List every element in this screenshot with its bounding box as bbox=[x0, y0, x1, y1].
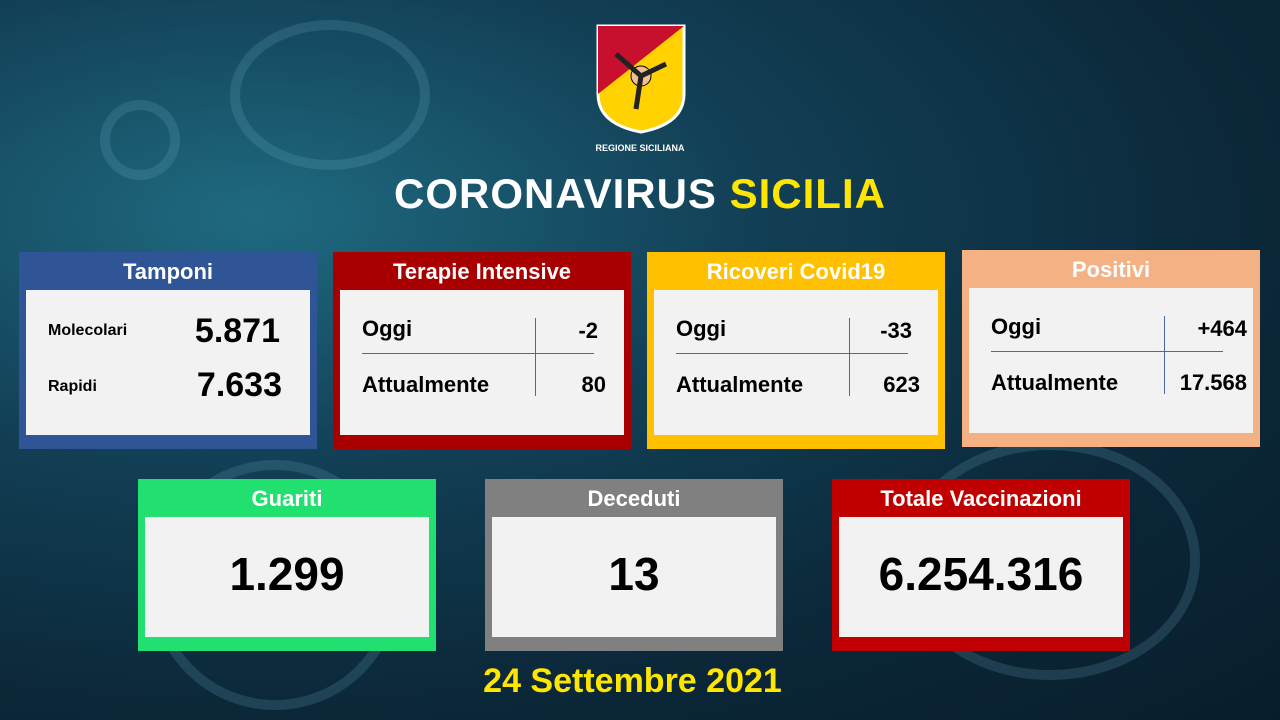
attualmente-label: Attualmente bbox=[991, 370, 1119, 395]
vaccinazioni-card: Totale Vaccinazioni 6.254.316 bbox=[832, 479, 1130, 651]
divider bbox=[676, 353, 908, 354]
attualmente-value: 80 bbox=[581, 372, 606, 397]
oggi-value: -33 bbox=[880, 318, 912, 343]
molecolari-label: Molecolari bbox=[48, 322, 128, 339]
terapie-card: Terapie Intensive Oggi -2 Attualmente 80 bbox=[333, 252, 631, 449]
logo-text: REGIONE SICILIANA bbox=[595, 143, 685, 153]
vaccinazioni-value: 6.254.316 bbox=[878, 548, 1084, 600]
page-title: CORONAVIRUS SICILIA bbox=[0, 170, 1280, 218]
guariti-value: 1.299 bbox=[229, 548, 345, 600]
oggi-value: +464 bbox=[1197, 316, 1247, 341]
card-title: Positivi bbox=[1071, 257, 1151, 282]
guariti-card: Guariti 1.299 bbox=[138, 479, 436, 651]
virus-decoration bbox=[230, 20, 430, 170]
oggi-label: Oggi bbox=[991, 314, 1042, 339]
card-title: Terapie Intensive bbox=[392, 259, 572, 284]
title-accent: SICILIA bbox=[729, 170, 886, 217]
divider bbox=[849, 318, 850, 396]
divider bbox=[362, 353, 594, 354]
card-title: Deceduti bbox=[587, 486, 681, 511]
tamponi-card: Tamponi Molecolari 5.871 Rapidi 7.633 bbox=[19, 252, 317, 449]
ricoveri-card: Ricoveri Covid19 Oggi -33 Attualmente 623 bbox=[647, 252, 945, 449]
attualmente-label: Attualmente bbox=[362, 372, 490, 397]
card-title: Totale Vaccinazioni bbox=[880, 486, 1082, 511]
positivi-card: Positivi Oggi +464 Attualmente 17.568 bbox=[962, 250, 1260, 447]
deceduti-card: Deceduti 13 bbox=[485, 479, 783, 651]
oggi-value: -2 bbox=[578, 318, 598, 343]
attualmente-value: 623 bbox=[883, 372, 920, 397]
divider bbox=[535, 318, 536, 396]
rapidi-label: Rapidi bbox=[48, 378, 97, 395]
regione-siciliana-logo bbox=[596, 24, 686, 134]
divider bbox=[1164, 316, 1165, 394]
card-title: Guariti bbox=[251, 486, 323, 511]
card-title: Tamponi bbox=[122, 259, 214, 284]
molecolari-value: 5.871 bbox=[194, 312, 280, 350]
divider bbox=[991, 351, 1223, 352]
card-title: Ricoveri Covid19 bbox=[706, 259, 886, 284]
attualmente-value: 17.568 bbox=[1179, 370, 1247, 395]
oggi-label: Oggi bbox=[676, 316, 727, 341]
title-main: CORONAVIRUS bbox=[394, 170, 717, 217]
deceduti-value: 13 bbox=[608, 548, 660, 600]
attualmente-label: Attualmente bbox=[676, 372, 804, 397]
rapidi-value: 7.633 bbox=[196, 366, 282, 404]
virus-decoration bbox=[100, 100, 180, 180]
oggi-label: Oggi bbox=[362, 316, 413, 341]
report-date: 24 Settembre 2021 bbox=[483, 662, 782, 700]
